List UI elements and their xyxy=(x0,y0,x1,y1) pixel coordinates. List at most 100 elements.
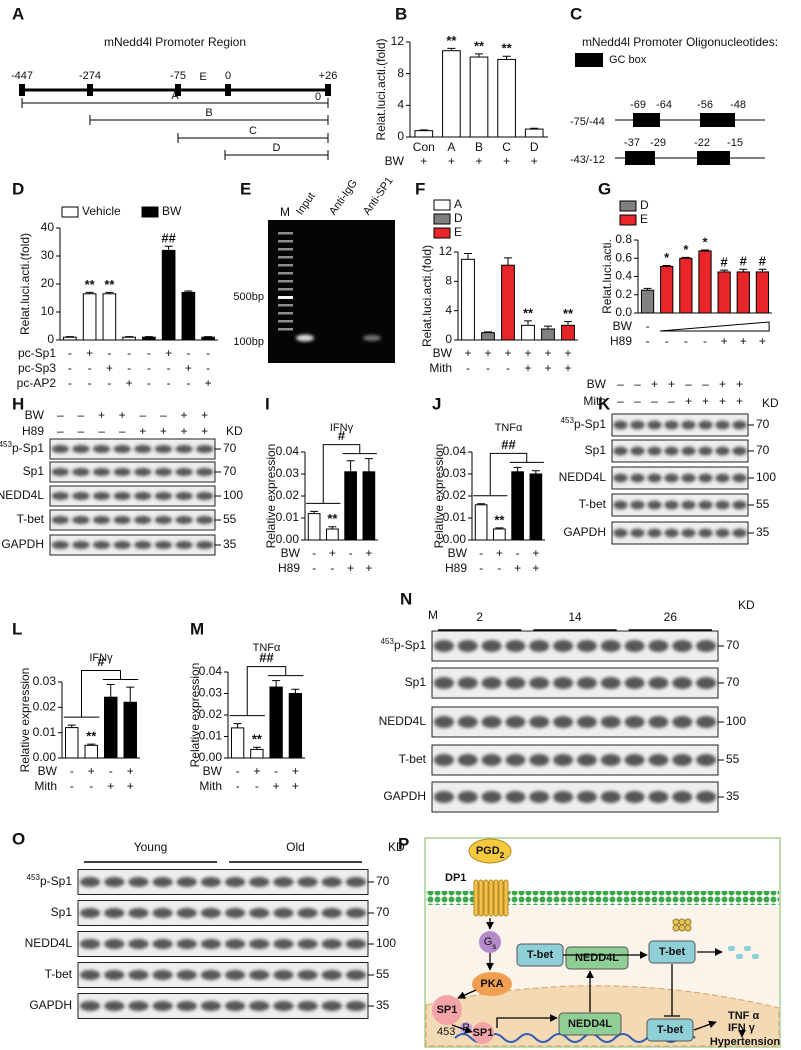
node-label: SP1 xyxy=(473,1027,494,1039)
blot-band xyxy=(92,445,111,453)
receptor-helix xyxy=(503,879,509,917)
blot-label: NEDD4L xyxy=(25,936,73,950)
condition-mark: – xyxy=(78,424,85,438)
condition-mark: + xyxy=(201,424,208,438)
legend-label: A xyxy=(454,197,462,211)
blot-band xyxy=(113,516,131,524)
blot-frame xyxy=(77,962,369,988)
condition-mark: - xyxy=(312,561,316,575)
y-tick-label: 8 xyxy=(397,66,404,80)
blot-band xyxy=(134,516,152,524)
y-axis-label: Relative expression xyxy=(264,444,278,549)
condition-mark: + xyxy=(185,361,192,375)
blot-band xyxy=(128,1001,149,1011)
size-marker: 100bp xyxy=(233,336,264,348)
blot-band xyxy=(664,473,679,483)
bar xyxy=(717,271,731,314)
blot-band xyxy=(176,908,197,918)
y-tick-label: 0.00 xyxy=(33,750,57,764)
condition-mark: - xyxy=(486,361,490,375)
y-tick-label: 0.0 xyxy=(615,305,632,319)
condition-mark: + xyxy=(668,377,675,391)
blot-band xyxy=(224,939,246,949)
legend-swatch xyxy=(141,206,159,218)
condition-mark: - xyxy=(147,346,151,360)
site-marker xyxy=(19,84,25,96)
bar xyxy=(640,289,655,314)
panel-letter: K xyxy=(598,394,611,413)
blot-band xyxy=(672,791,693,803)
blot-band xyxy=(72,516,90,524)
error-bar xyxy=(720,269,729,272)
condition-mark: + xyxy=(273,779,280,793)
blot-band xyxy=(152,877,173,887)
arrow xyxy=(451,1024,473,1034)
blot-band xyxy=(696,677,717,689)
blot-band xyxy=(696,640,717,652)
legend-label: GC box xyxy=(609,54,647,66)
node-label: DP1 xyxy=(445,872,466,884)
blot-frame xyxy=(431,630,719,662)
bar xyxy=(65,727,79,759)
blot-label: 453p-Sp1 xyxy=(561,416,607,432)
x-tick-label: C xyxy=(502,140,511,154)
bar xyxy=(541,328,555,341)
blot-frame xyxy=(77,931,369,957)
error-bar xyxy=(65,336,74,338)
inhibition xyxy=(664,964,680,1017)
blot-band xyxy=(600,791,621,803)
blot-band xyxy=(681,500,696,510)
blot-frame xyxy=(431,781,719,813)
condition-mark: - xyxy=(206,346,210,360)
error-bar xyxy=(233,723,242,728)
bar xyxy=(461,258,475,341)
blot-band xyxy=(92,541,111,549)
condition-label: pc-AP2 xyxy=(17,376,57,390)
blot-band xyxy=(613,500,628,510)
significance: ** xyxy=(474,38,485,53)
condition-mark: - xyxy=(206,361,210,375)
bar xyxy=(181,291,196,341)
g-protein xyxy=(479,931,501,953)
significance: ## xyxy=(161,231,176,246)
condition-mark: – xyxy=(685,377,692,391)
blot-band xyxy=(249,970,270,980)
condition-mark: – xyxy=(617,394,624,408)
condition-mark: + xyxy=(119,408,126,422)
blot-band xyxy=(113,468,131,476)
condition-mark: - xyxy=(349,546,353,560)
panel-letter: J xyxy=(432,394,441,413)
blot-label-part: 453 xyxy=(381,637,395,646)
blot-band xyxy=(224,970,246,980)
bar xyxy=(481,332,495,341)
panel-letter: A xyxy=(12,4,24,23)
blot-band xyxy=(92,468,111,476)
condition-mark: - xyxy=(68,376,72,390)
ladder-band xyxy=(278,232,293,235)
blot-band xyxy=(51,492,69,500)
y-tick-label: 0.03 xyxy=(199,686,223,700)
lane-label: Anti-IgG xyxy=(327,177,360,217)
blot-band xyxy=(672,677,693,689)
kd-marker: 100 xyxy=(726,714,746,728)
blot-band xyxy=(698,473,713,483)
condition-mark: + xyxy=(127,779,134,793)
legend-label: D xyxy=(640,198,649,212)
bar xyxy=(142,336,156,341)
condition-mark: + xyxy=(126,376,133,390)
error-bar xyxy=(701,249,709,251)
y-tick-label: 0.01 xyxy=(199,729,223,743)
blot-label: T-bet xyxy=(17,512,45,526)
ladder-band xyxy=(278,304,293,307)
receptor-helix xyxy=(498,879,504,917)
bar xyxy=(521,324,535,341)
condition-mark: + xyxy=(503,154,510,168)
bar xyxy=(660,265,674,314)
blot-band xyxy=(154,492,173,500)
blot-band xyxy=(698,500,713,510)
blot-band xyxy=(154,468,173,476)
x-tick-label: D xyxy=(530,140,539,154)
bar xyxy=(82,293,97,341)
fragment-label: A xyxy=(171,90,179,102)
blot-band xyxy=(345,1001,367,1011)
